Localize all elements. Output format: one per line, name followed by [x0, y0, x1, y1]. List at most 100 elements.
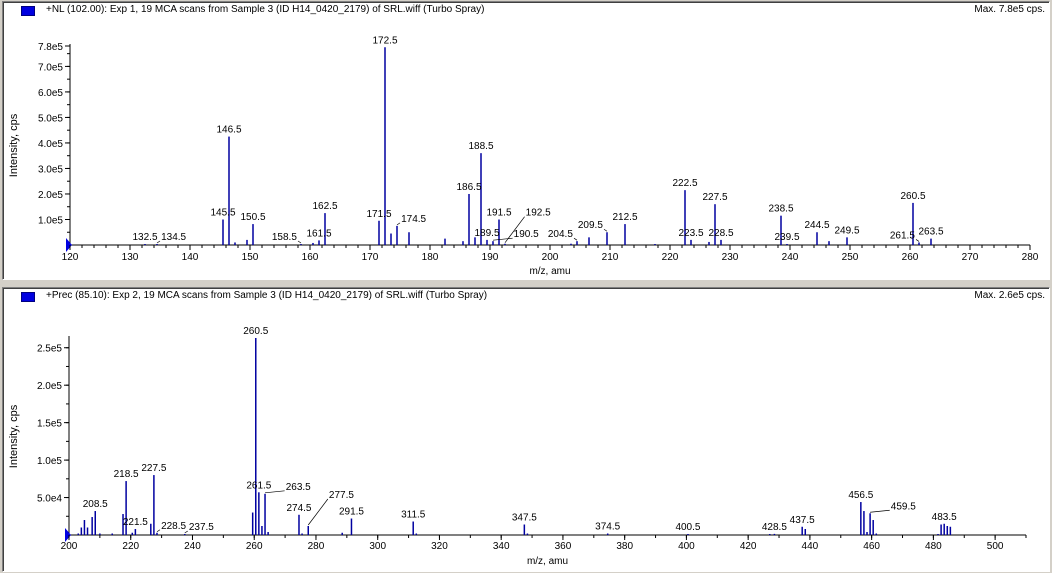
peak-label-leader	[264, 490, 285, 494]
peak-label-leader	[307, 498, 329, 526]
peak-label: 228.5	[161, 521, 186, 532]
peak-label: 483.5	[932, 512, 957, 523]
y-tick-label: 3.0e5	[38, 164, 63, 175]
x-tick-label: 500	[987, 541, 1004, 552]
peak-label: 161.5	[306, 228, 331, 239]
peak-label: 459.5	[891, 501, 916, 512]
spectrum-plot[interactable]: 200 220 240 260 280 300 320 340 360 380 400 420 440 4…	[3, 288, 1049, 571]
x-axis-title: m/z, amu	[529, 266, 570, 277]
peak-label: 145.5	[210, 207, 235, 218]
peak-label: 260.5	[243, 326, 268, 337]
max-intensity-label: Max. 2.6e5 cps.	[974, 290, 1045, 301]
peak-label: 374.5	[595, 522, 620, 533]
x-tick-label: 260	[902, 252, 919, 263]
peak-label: 221.5	[123, 517, 148, 528]
peak-label: 456.5	[848, 490, 873, 501]
peak-label: 244.5	[804, 220, 829, 231]
peak-label-leader	[396, 222, 401, 226]
y-tick-label: 7.0e5	[38, 62, 63, 73]
peak-label: 261.5	[246, 480, 271, 491]
legend-color-swatch	[21, 6, 35, 16]
x-tick-label: 340	[493, 541, 510, 552]
x-tick-label: 220	[122, 541, 139, 552]
x-tick-label: 270	[962, 252, 979, 263]
peak-label-leader	[184, 530, 188, 534]
y-tick-label: 2.5e5	[37, 344, 62, 355]
spectrum-title: +Prec (85.10): Exp 2, 19 MCA scans from …	[46, 290, 488, 301]
peak-label: 218.5	[114, 469, 139, 480]
peak-label: 263.5	[286, 482, 311, 493]
x-tick-label: 400	[678, 541, 695, 552]
legend-color-swatch	[21, 292, 35, 302]
y-tick-label: 7.8e5	[38, 42, 63, 53]
peak-label: 174.5	[401, 214, 426, 225]
peak-label-leader	[915, 239, 920, 242]
x-tick-label: 130	[122, 252, 139, 263]
peak-label-leader	[156, 240, 161, 244]
y-tick-label: 2.0e5	[38, 190, 63, 201]
spectrum-panel-prec[interactable]: +Prec (85.10): Exp 2, 19 MCA scans from …	[2, 287, 1050, 572]
peak-label-leader	[156, 529, 161, 533]
peak-label: 172.5	[372, 35, 397, 46]
peak-label-leader	[870, 509, 890, 513]
y-tick-label: 1.5e5	[37, 419, 62, 430]
x-tick-label: 260	[246, 541, 263, 552]
peak-label: 191.5	[486, 207, 511, 218]
y-tick-label: 4.0e5	[38, 139, 63, 150]
y-tick-label: 1.0e5	[37, 456, 62, 467]
peak-label: 192.5	[526, 208, 551, 219]
peak-label: 150.5	[240, 212, 265, 223]
peak-label: 228.5	[708, 228, 733, 239]
x-tick-label: 300	[369, 541, 386, 552]
peak-label: 158.5	[272, 232, 297, 243]
peak-label: 227.5	[141, 463, 166, 474]
peak-label: 437.5	[790, 515, 815, 526]
x-tick-label: 280	[308, 541, 325, 552]
peak-label: 263.5	[918, 227, 943, 238]
peak-label: 274.5	[286, 503, 311, 514]
peak-label: 237.5	[189, 522, 214, 533]
peak-label-leader	[573, 237, 578, 241]
x-tick-label: 160	[302, 252, 319, 263]
peak-label: 146.5	[216, 125, 241, 136]
x-tick-label: 220	[662, 252, 679, 263]
peak-label: 311.5	[401, 510, 426, 521]
x-tick-label: 200	[61, 541, 78, 552]
spectrum-plot[interactable]: 120 130 140 150 160 170 180 190 200 210 220 230 240 2…	[3, 2, 1049, 279]
x-tick-label: 180	[422, 252, 439, 263]
peak-label: 134.5	[161, 232, 186, 243]
x-tick-label: 240	[184, 541, 201, 552]
x-tick-label: 360	[555, 541, 572, 552]
peak-label: 171.5	[366, 209, 391, 220]
peak-label: 249.5	[834, 225, 859, 236]
y-tick-label: 5.0e4	[37, 494, 62, 505]
peak-label: 277.5	[329, 490, 354, 501]
baseline-marker-icon	[65, 528, 71, 542]
y-axis-title: Intensity, cps	[8, 404, 20, 468]
x-axis-title: m/z, amu	[527, 556, 568, 567]
peak-label: 204.5	[548, 229, 573, 240]
x-tick-label: 210	[602, 252, 619, 263]
x-tick-label: 140	[182, 252, 199, 263]
peak-label: 188.5	[468, 141, 493, 152]
peak-label: 212.5	[612, 212, 637, 223]
peak-label: 162.5	[312, 201, 337, 212]
peak-label: 261.5	[890, 230, 915, 241]
peak-label: 260.5	[900, 191, 925, 202]
peak-label: 227.5	[702, 192, 727, 203]
peak-label: 209.5	[578, 220, 603, 231]
peak-label: 222.5	[672, 178, 697, 189]
x-tick-label: 190	[482, 252, 499, 263]
x-tick-label: 170	[362, 252, 379, 263]
spectrum-panel-nl[interactable]: +NL (102.00): Exp 1, 19 MCA scans from S…	[2, 1, 1050, 280]
peak-label: 239.5	[774, 232, 799, 243]
peak-label: 291.5	[339, 507, 364, 518]
y-tick-label: 6.0e5	[38, 88, 63, 99]
x-tick-label: 380	[616, 541, 633, 552]
peak-label-leader	[603, 228, 608, 232]
peak-label-leader	[492, 237, 513, 241]
peak-label: 208.5	[83, 499, 108, 510]
peak-label: 189.5	[474, 228, 499, 239]
max-intensity-label: Max. 7.8e5 cps.	[974, 4, 1045, 15]
peak-label: 238.5	[768, 204, 793, 215]
